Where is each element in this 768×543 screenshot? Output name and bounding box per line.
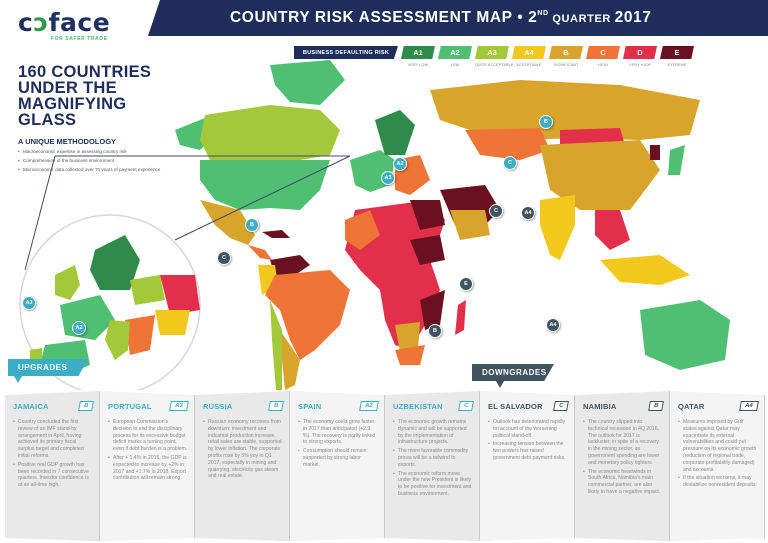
card-bullet: The economic headwinds in South Africa, … bbox=[583, 469, 663, 496]
pin-central-africa[interactable]: E bbox=[459, 277, 473, 291]
card-grade-badge: B bbox=[268, 401, 284, 411]
methodology-item: Comprehension of the business environmen… bbox=[18, 158, 193, 164]
card-namibia: NAMIBIA B The country slipped into techni… bbox=[575, 391, 670, 541]
card-bullet: The economic reform move under the new P… bbox=[393, 471, 473, 498]
page-title: COUNTRY RISK ASSESSMENT MAP • 2ND QUARTE… bbox=[230, 9, 652, 26]
upgrades-tag-pointer bbox=[14, 376, 22, 383]
world-map-svg bbox=[19, 60, 730, 396]
card-country-name: QATAR bbox=[678, 401, 705, 411]
card-grade-badge: A2 bbox=[359, 401, 378, 411]
card-country-name: RUSSIA bbox=[203, 401, 233, 411]
title-banner: COUNTRY RISK ASSESSMENT MAP • 2ND QUARTE… bbox=[148, 0, 768, 36]
card-jamaica: JAMAICA B Country concluded the first rev… bbox=[5, 391, 100, 541]
card-el-salvador: EL SALVADOR C Outlook has deteriorated ra… bbox=[480, 391, 575, 541]
country-cards: JAMAICA B Country concluded the first rev… bbox=[5, 391, 765, 541]
world-map bbox=[0, 60, 768, 396]
coface-logo: cↄface FOR SAFER TRADE bbox=[18, 10, 128, 44]
card-country-name: SPAIN bbox=[298, 401, 322, 411]
card-bullet: The economic growth remains dynamic and … bbox=[393, 419, 473, 446]
card-grade-badge: A3 bbox=[169, 401, 188, 411]
legend-item-a4: A4 ACCEPTABLE bbox=[512, 46, 546, 67]
intro-block: 160 COUNTRIES UNDER THE MAGNIFYING GLASS… bbox=[18, 64, 193, 176]
card-russia: RUSSIA B Russian economy recovers from do… bbox=[195, 391, 290, 541]
pin-qatar[interactable]: A4 bbox=[521, 206, 535, 220]
card-bullet: The economy could grow faster in 2017 th… bbox=[298, 419, 378, 446]
card-country-name: EL SALVADOR bbox=[488, 401, 543, 411]
logo-wordmark: cↄface bbox=[18, 8, 111, 37]
risk-legend: BUSINESS DEFAULTING RISK A1 VERY LOW A2 LO… bbox=[294, 46, 694, 67]
card-spain: SPAIN A2 The economy could grow faster in… bbox=[290, 391, 385, 541]
methodology-item: Microeconomic data collected over 70 yea… bbox=[18, 167, 193, 173]
pin-spain[interactable]: A2 bbox=[393, 157, 407, 171]
pin-saudi-arabia[interactable]: C bbox=[489, 204, 503, 218]
pin-portugal-inset[interactable]: A3 bbox=[22, 296, 36, 310]
card-country-name: UZBEKISTAN bbox=[393, 401, 443, 411]
intro-title: 160 COUNTRIES UNDER THE MAGNIFYING GLASS bbox=[18, 63, 152, 129]
card-bullet: Country concluded the first review of an… bbox=[13, 419, 93, 460]
pin-russia[interactable]: B bbox=[539, 115, 553, 129]
pin-uzbekistan[interactable]: C bbox=[503, 156, 517, 170]
pin-spain-inset[interactable]: A2 bbox=[72, 321, 86, 335]
legend-label: BUSINESS DEFAULTING RISK bbox=[294, 46, 398, 59]
card-bullet: European Commission's decision to end th… bbox=[108, 419, 188, 453]
legend-item-d: D VERY HIGH bbox=[623, 46, 657, 67]
downgrades-tag: DOWNGRADES bbox=[472, 364, 554, 381]
card-portugal: PORTUGAL A3 European Commission's decisio… bbox=[100, 391, 195, 541]
card-uzbekistan: UZBEKISTAN C The economic growth remains … bbox=[385, 391, 480, 541]
pin-portugal[interactable]: A3 bbox=[381, 171, 395, 185]
methodology-list: Macroeconomic expertise in assessing cou… bbox=[18, 149, 193, 173]
pin-el-salvador[interactable]: C bbox=[217, 251, 231, 265]
methodology-heading: A UNIQUE METHODOLOGY bbox=[18, 137, 117, 146]
card-country-name: NAMIBIA bbox=[583, 401, 617, 411]
legend-item-b: B SIGNIFICANT bbox=[549, 46, 583, 67]
upgrades-tag: UPGRADES bbox=[8, 359, 88, 376]
legend-item-c: C HIGH bbox=[586, 46, 620, 67]
card-country-name: PORTUGAL bbox=[108, 401, 152, 411]
logo-tagline: FOR SAFER TRADE bbox=[51, 36, 108, 42]
card-grade-badge: C bbox=[458, 401, 474, 411]
pin-jamaica[interactable]: B bbox=[245, 218, 259, 232]
card-bullet: Positive real GDP growth has been record… bbox=[13, 462, 93, 489]
card-qatar: QATAR A4 Measures imposed by Gulf states … bbox=[670, 391, 765, 541]
card-bullet: Outlook has deteriorated rapidly on acco… bbox=[488, 419, 568, 439]
card-grade-badge: A4 bbox=[739, 401, 758, 411]
pin-mauritius[interactable]: A4 bbox=[546, 318, 560, 332]
card-country-name: JAMAICA bbox=[13, 401, 49, 411]
card-bullet: The country slipped into technical reces… bbox=[583, 419, 663, 467]
pin-namibia[interactable]: B bbox=[428, 324, 442, 338]
legend-item-a3: A3 QUITE ACCEPTABLE bbox=[475, 46, 514, 67]
legend-item-a1: A1 VERY LOW bbox=[401, 46, 435, 67]
downgrades-tag-pointer bbox=[496, 381, 504, 388]
card-bullet: Increasing tension between the two power… bbox=[488, 441, 568, 461]
legend-item-a2: A2 LOW bbox=[438, 46, 472, 67]
card-grade-badge: C bbox=[553, 401, 569, 411]
card-bullet: After + 1.4% in 2016, the GDP is expecte… bbox=[108, 455, 188, 482]
card-bullet: If the situation worsens, it may destabi… bbox=[678, 475, 758, 489]
methodology-item: Macroeconomic expertise in assessing cou… bbox=[18, 149, 193, 155]
legend-item-e: E EXTREME bbox=[660, 46, 694, 67]
card-bullet: The more favorable commodity prices will… bbox=[393, 448, 473, 468]
card-bullet: Measures imposed by Gulf states against … bbox=[678, 419, 758, 473]
card-grade-badge: B bbox=[648, 401, 664, 411]
card-grade-badge: B bbox=[78, 401, 94, 411]
card-bullet: Consumption should remain supported by s… bbox=[298, 448, 378, 468]
card-bullet: Russian economy recovers from downturn: … bbox=[203, 419, 283, 480]
